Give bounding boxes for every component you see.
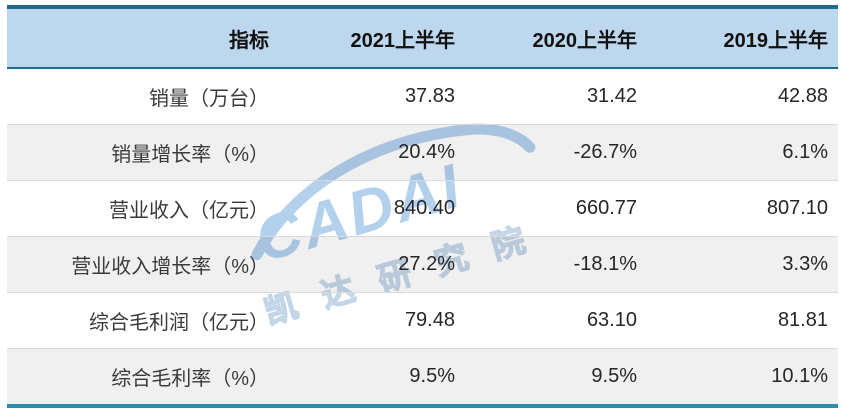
cell-value: 42.88 bbox=[777, 84, 828, 107]
table-row: 销量（万台） 37.83 31.42 42.88 bbox=[7, 68, 838, 124]
row-label: 营业收入增长率（%） bbox=[7, 235, 279, 292]
header-row: 指标 2021上半年 2020上半年 2019上半年 bbox=[7, 9, 838, 69]
cell-value: 10.1% bbox=[657, 347, 838, 404]
row-label: 综合毛利率（%） bbox=[7, 347, 279, 404]
cell-value: 660.77 bbox=[465, 179, 657, 236]
header-cell-2021h1: 2021上半年 bbox=[279, 9, 465, 69]
cell-value: 63.10 bbox=[465, 291, 657, 348]
header-cell-indicator: 指标 bbox=[7, 9, 279, 69]
cell-value: 37.83 bbox=[404, 84, 455, 107]
table-row: 综合毛利润（亿元） 79.48 63.10 81.81 bbox=[7, 291, 838, 348]
cell-value: 840.40 bbox=[279, 179, 465, 236]
cell-value: 27.2% bbox=[279, 235, 465, 292]
row-label: 营业收入（亿元） bbox=[7, 179, 279, 236]
cell-value: 807.10 bbox=[657, 179, 838, 236]
cell-value: 81.81 bbox=[657, 291, 838, 348]
row-label: 销量（万台） bbox=[149, 87, 269, 110]
cell-value: 31.42 bbox=[586, 84, 637, 107]
financial-table-container: 指标 2021上半年 2020上半年 2019上半年 销量（万台） 37.83 … bbox=[7, 5, 838, 408]
header-cell-2019h1: 2019上半年 bbox=[657, 9, 838, 69]
row-label: 综合毛利润（亿元） bbox=[7, 291, 279, 348]
header-cell-2020h1: 2020上半年 bbox=[465, 9, 657, 69]
row-label: 销量增长率（%） bbox=[7, 123, 279, 180]
table-header: 指标 2021上半年 2020上半年 2019上半年 bbox=[7, 9, 838, 69]
table-body: 销量（万台） 37.83 31.42 42.88 销量增长率（%） 20.4% … bbox=[7, 68, 838, 404]
cell-value: -18.1% bbox=[465, 235, 657, 292]
table-row: 营业收入（亿元） 840.40 660.77 807.10 bbox=[7, 179, 838, 236]
cell-value: 20.4% bbox=[279, 123, 465, 180]
table-row: 综合毛利率（%） 9.5% 9.5% 10.1% bbox=[7, 347, 838, 404]
table-row: 销量增长率（%） 20.4% -26.7% 6.1% bbox=[7, 123, 838, 180]
cell-value: 9.5% bbox=[465, 347, 657, 404]
cell-value: -26.7% bbox=[465, 123, 657, 180]
financial-table: 指标 2021上半年 2020上半年 2019上半年 销量（万台） 37.83 … bbox=[7, 9, 838, 404]
cell-value: 6.1% bbox=[657, 123, 838, 180]
table-row: 营业收入增长率（%） 27.2% -18.1% 3.3% bbox=[7, 235, 838, 292]
cell-value: 79.48 bbox=[279, 291, 465, 348]
cell-value: 9.5% bbox=[279, 347, 465, 404]
cell-value: 3.3% bbox=[657, 235, 838, 292]
